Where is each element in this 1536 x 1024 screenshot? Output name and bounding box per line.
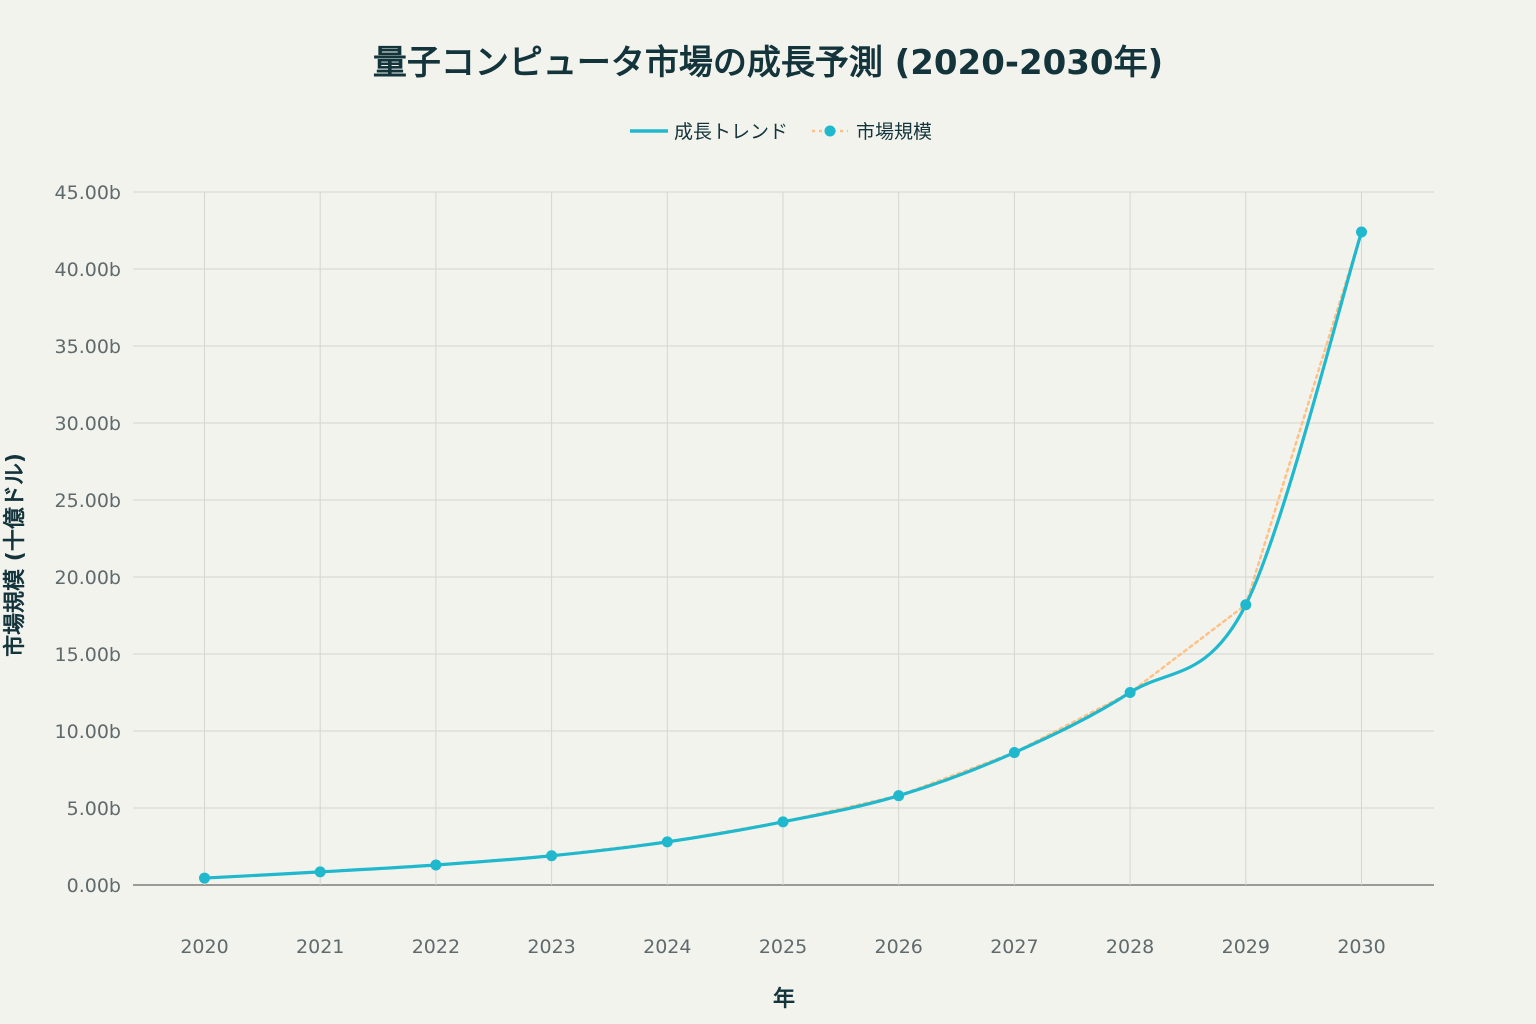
legend-market-label: 市場規模 xyxy=(856,121,932,143)
y-tick-label: 25.00b xyxy=(55,490,121,512)
x-tick-label: 2022 xyxy=(412,936,460,958)
series-trend-line xyxy=(204,231,1364,880)
y-tick-label: 15.00b xyxy=(55,644,121,666)
x-axis-ticks: 2020 2021 2022 2023 2024 2025 2026 2027 2028 2029… xyxy=(180,936,1385,958)
y-tick-label: 40.00b xyxy=(55,259,121,281)
y-axis-title: 市場規模 (十億ドル) xyxy=(2,453,28,657)
y-tick-label: 20.00b xyxy=(55,567,121,589)
data-point-marker[interactable] xyxy=(546,850,558,862)
chart-title: 量子コンピュータ市場の成長予測 (2020-2030年) xyxy=(373,43,1163,83)
data-point-marker[interactable] xyxy=(1008,747,1020,759)
y-tick-label: 10.00b xyxy=(55,721,121,743)
y-tick-label: 30.00b xyxy=(55,413,121,435)
data-point-marker[interactable] xyxy=(1356,226,1367,238)
x-tick-label: 2024 xyxy=(643,936,691,958)
x-tick-label: 2020 xyxy=(180,936,228,958)
x-tick-label: 2029 xyxy=(1222,936,1270,958)
gridlines xyxy=(133,191,1434,886)
data-point-marker[interactable] xyxy=(777,816,789,828)
y-tick-label: 45.00b xyxy=(55,182,121,204)
y-tick-label: 5.00b xyxy=(67,798,121,820)
x-tick-label: 2030 xyxy=(1337,936,1385,958)
data-point-marker[interactable] xyxy=(661,836,673,848)
legend-trend-label: 成長トレンド xyxy=(674,121,788,143)
x-tick-label: 2021 xyxy=(296,936,344,958)
x-tick-label: 2027 xyxy=(990,936,1038,958)
y-axis-ticks: 0.00b 5.00b 10.00b 15.00b 20.00b 25.00b 30.00b… xyxy=(55,182,121,897)
data-point-marker[interactable] xyxy=(1240,599,1252,611)
legend-item-market-size[interactable]: 市場規模 xyxy=(812,121,932,143)
x-tick-label: 2025 xyxy=(759,936,807,958)
legend[interactable]: 成長トレンド 市場規模 xyxy=(630,121,932,143)
data-point-marker[interactable] xyxy=(1124,687,1136,698)
y-tick-label: 35.00b xyxy=(55,336,121,358)
data-point-marker[interactable] xyxy=(893,790,905,802)
x-tick-label: 2028 xyxy=(1106,936,1154,958)
x-axis-title: 年 xyxy=(773,986,795,1012)
y-tick-label: 0.00b xyxy=(67,875,121,897)
x-tick-label: 2026 xyxy=(875,936,923,958)
data-point-marker[interactable] xyxy=(199,872,210,884)
data-point-marker[interactable] xyxy=(430,859,442,871)
data-point-marker[interactable] xyxy=(314,866,326,878)
legend-item-trend[interactable]: 成長トレンド xyxy=(630,121,788,143)
legend-market-marker xyxy=(824,125,836,137)
x-tick-label: 2023 xyxy=(527,936,575,958)
plot-area xyxy=(199,226,1367,884)
